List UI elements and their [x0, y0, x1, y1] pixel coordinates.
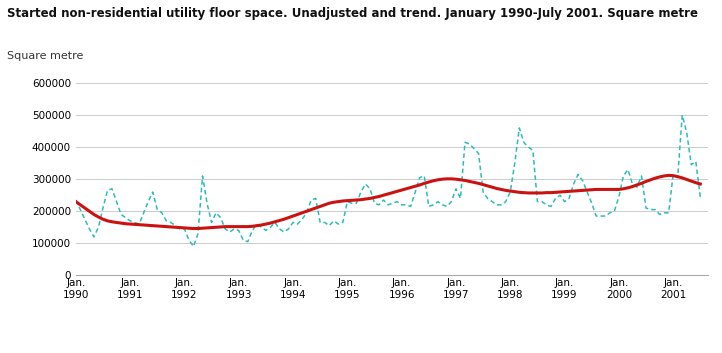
Text: Started non-residential utility floor space. Unadjusted and trend. January 1990-: Started non-residential utility floor sp… — [7, 7, 698, 20]
Text: Square metre: Square metre — [7, 51, 84, 61]
